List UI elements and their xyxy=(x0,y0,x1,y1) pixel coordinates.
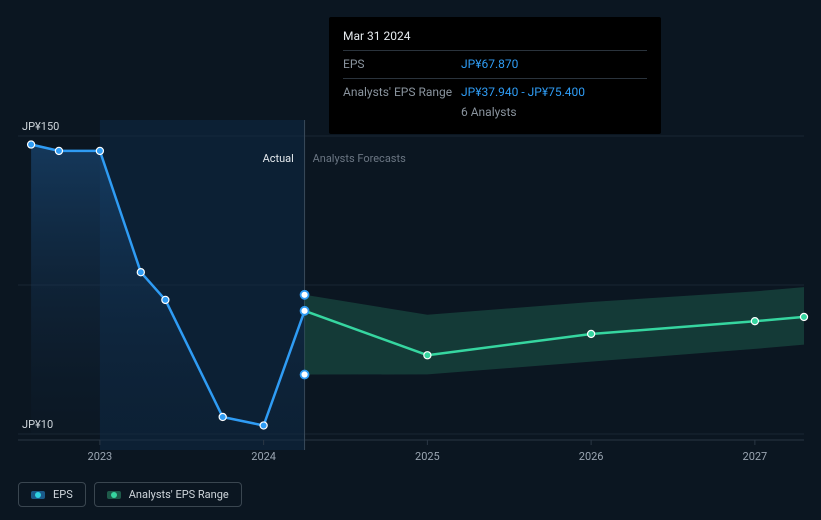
tooltip-key-range: Analysts' EPS Range xyxy=(343,83,461,102)
y-axis-label-top: JP¥150 xyxy=(22,120,59,133)
eps-chart[interactable]: JP¥150 JP¥10 Actual Analysts Forecasts xyxy=(18,120,804,450)
x-axis: 2023 2024 2025 2026 2027 xyxy=(18,450,804,468)
legend-swatch xyxy=(31,491,45,499)
tooltip-val-range: JP¥37.940 - JP¥75.400 xyxy=(461,83,585,102)
x-tick: 2025 xyxy=(415,450,440,463)
section-label-forecast: Analysts Forecasts xyxy=(313,152,406,165)
chart-svg xyxy=(18,120,804,450)
x-tick: 2027 xyxy=(743,450,768,463)
tooltip-date: Mar 31 2024 xyxy=(343,27,647,46)
legend-label: Analysts' EPS Range xyxy=(129,488,229,501)
chart-legend: EPS Analysts' EPS Range xyxy=(18,482,242,507)
legend-item-eps[interactable]: EPS xyxy=(18,482,86,507)
legend-item-range[interactable]: Analysts' EPS Range xyxy=(94,482,242,507)
section-label-actual: Actual xyxy=(263,152,294,165)
tooltip-key-eps: EPS xyxy=(343,55,461,74)
x-tick: 2023 xyxy=(88,450,113,463)
y-axis-label-bottom: JP¥10 xyxy=(22,418,53,431)
tooltip-analyst-count: 6 Analysts xyxy=(461,103,647,122)
x-tick: 2026 xyxy=(579,450,604,463)
x-tick: 2024 xyxy=(251,450,276,463)
chart-tooltip: Mar 31 2024 EPS JP¥67.870 Analysts' EPS … xyxy=(329,17,661,134)
tooltip-val-eps: JP¥67.870 xyxy=(461,55,518,74)
legend-label: EPS xyxy=(53,488,73,501)
legend-swatch xyxy=(107,491,121,499)
